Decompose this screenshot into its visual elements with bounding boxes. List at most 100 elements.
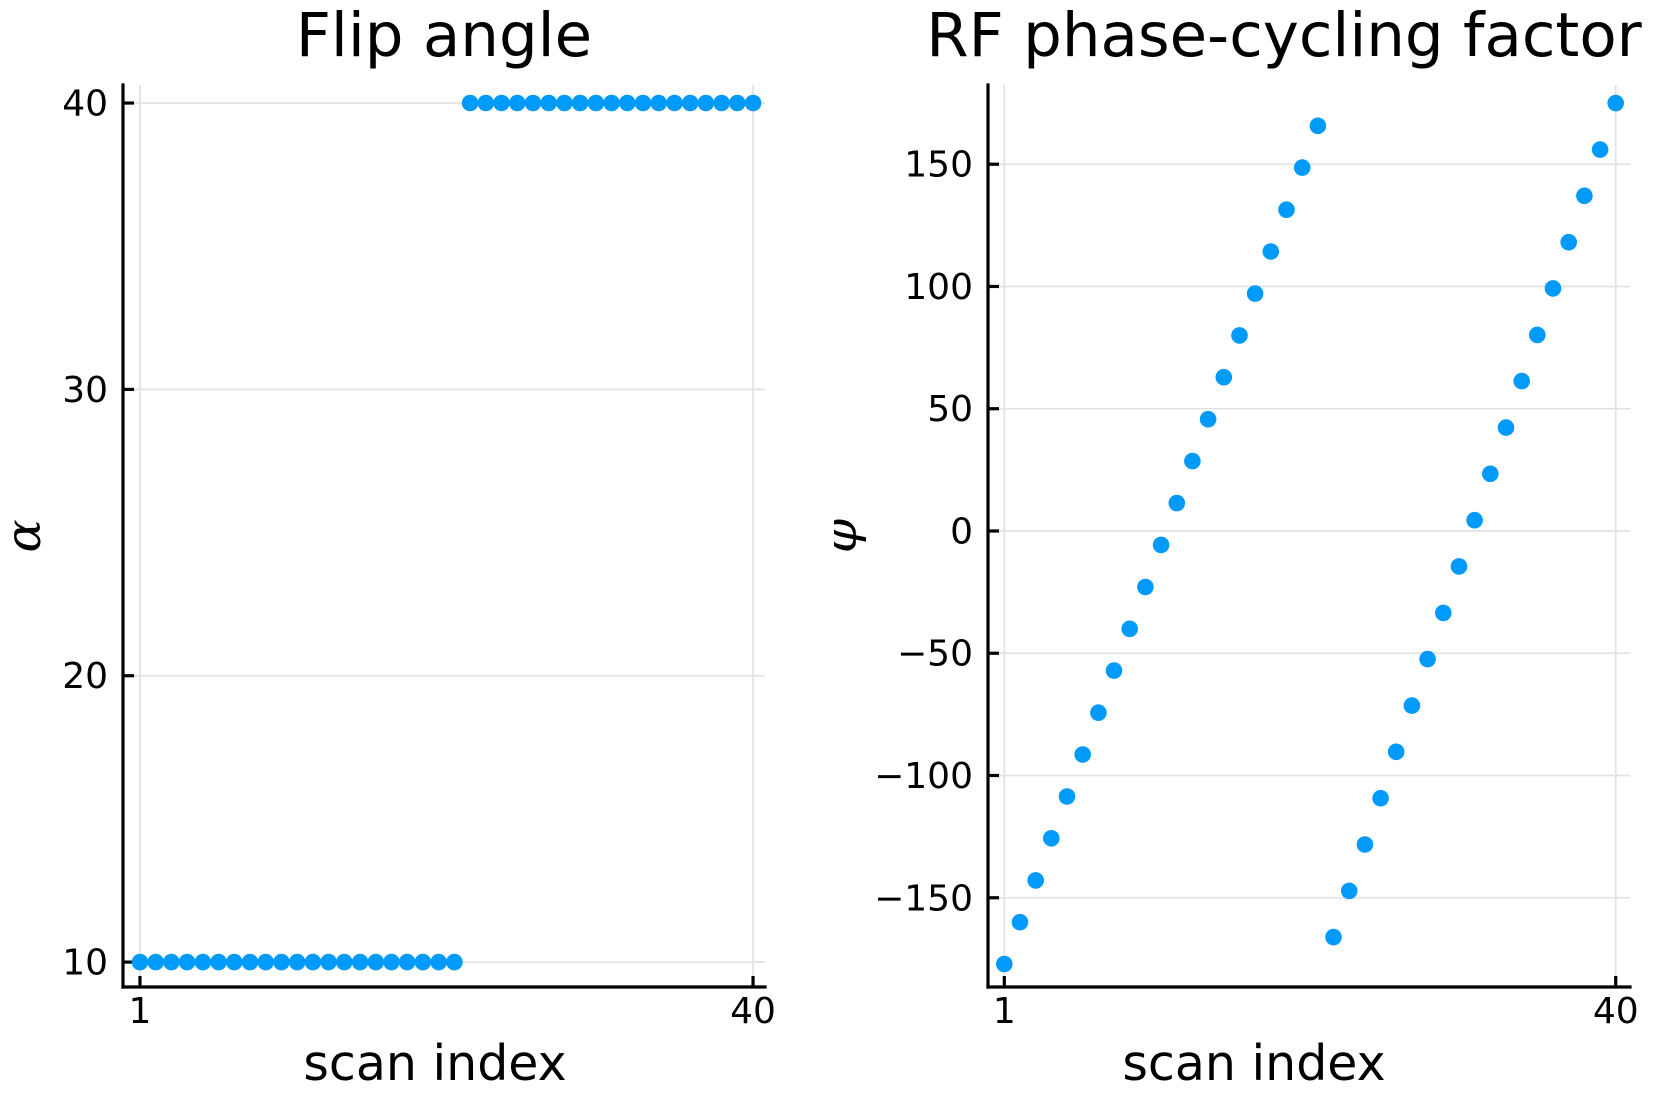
data-point <box>383 953 400 971</box>
data-point <box>666 94 683 112</box>
data-point <box>1278 201 1295 218</box>
chart-title: RF phase-cycling factor <box>926 0 1642 71</box>
data-point <box>1529 326 1546 344</box>
data-point <box>320 953 337 971</box>
data-point <box>634 94 652 112</box>
x-tick-label: 1 <box>129 991 152 1032</box>
data-point <box>1309 117 1327 135</box>
data-point <box>1387 743 1405 761</box>
axes <box>121 83 767 989</box>
data-point <box>619 94 636 112</box>
data-point <box>241 953 259 971</box>
data-point <box>524 94 542 112</box>
data-point <box>1184 452 1201 470</box>
data-point <box>1231 327 1248 344</box>
data-point <box>1450 558 1468 575</box>
data-point <box>1105 662 1123 679</box>
x-tick-label: 40 <box>730 991 776 1032</box>
y-tick-label: 30 <box>62 370 108 411</box>
x-axis-label: scan index <box>1122 1035 1385 1092</box>
data-point <box>131 953 149 971</box>
data-point <box>257 953 275 971</box>
data-point <box>1607 94 1624 112</box>
data-point <box>996 955 1013 973</box>
data-point <box>713 94 730 112</box>
data-point <box>1544 280 1562 297</box>
data-point <box>414 953 432 971</box>
data-point <box>556 94 573 112</box>
data-point <box>493 94 510 112</box>
data-point <box>367 953 385 971</box>
x-tick-label: 40 <box>1593 991 1639 1032</box>
data-point <box>351 953 369 971</box>
data-point <box>1043 830 1060 847</box>
data-point <box>587 94 605 112</box>
y-tick-label: 40 <box>62 84 108 125</box>
data-point <box>1403 697 1421 714</box>
data-points <box>996 94 1624 973</box>
data-point <box>461 94 479 112</box>
data-point <box>1325 928 1342 946</box>
gridlines <box>123 85 765 987</box>
x-axis-label: scan index <box>303 1035 566 1092</box>
data-point <box>1560 233 1577 251</box>
data-point <box>1340 882 1358 900</box>
data-point <box>1011 913 1029 931</box>
tick-labels: 1 40 −150 −100 −50 0 50 100 150 <box>874 145 1639 1032</box>
data-point <box>446 953 463 971</box>
data-point <box>1513 372 1530 390</box>
y-tick-label: 20 <box>62 656 108 697</box>
data-point <box>681 94 699 112</box>
y-tick-label: −100 <box>874 756 973 797</box>
data-point <box>178 953 196 971</box>
gridlines <box>988 85 1630 987</box>
data-point <box>147 953 164 971</box>
data-point <box>1168 494 1186 512</box>
x-tick-label: 1 <box>993 991 1016 1032</box>
data-point <box>1058 788 1076 805</box>
data-point <box>430 953 448 971</box>
data-point <box>1356 836 1374 853</box>
data-point <box>1466 511 1483 529</box>
data-point <box>194 953 212 971</box>
y-tick-label: 100 <box>904 267 973 308</box>
data-points <box>131 94 762 971</box>
data-point <box>273 953 290 971</box>
data-point <box>398 953 416 971</box>
data-point <box>697 94 715 112</box>
data-point <box>1199 410 1217 428</box>
y-tick-label: 150 <box>904 145 973 186</box>
data-point <box>226 953 243 971</box>
data-point <box>1591 141 1609 158</box>
data-point <box>1027 872 1044 889</box>
flip-angle-chart: 1 40 10 20 30 40 Flip angle scan index α <box>0 0 776 1092</box>
y-tick-label: 0 <box>950 511 973 552</box>
data-point <box>1152 536 1170 554</box>
data-point <box>540 94 557 112</box>
data-point <box>336 953 353 971</box>
data-point <box>509 94 526 112</box>
y-tick-label: −150 <box>874 878 973 919</box>
data-point <box>288 953 306 971</box>
data-point <box>1121 620 1138 638</box>
data-point <box>304 953 322 971</box>
data-point <box>1262 243 1280 260</box>
data-point <box>1497 419 1515 436</box>
data-point <box>163 953 180 971</box>
y-axis-label: φ <box>834 518 868 553</box>
data-point <box>1372 789 1389 807</box>
chart-title: Flip angle <box>296 0 592 71</box>
data-point <box>1215 368 1233 386</box>
data-point <box>1090 704 1107 721</box>
y-axis-label: α <box>0 519 52 552</box>
data-point <box>1576 187 1593 205</box>
data-point <box>1482 465 1499 483</box>
data-point <box>1419 650 1436 668</box>
data-point <box>477 94 495 112</box>
data-point <box>744 94 762 112</box>
y-tick-label: −50 <box>897 634 973 675</box>
tick-labels: 1 40 10 20 30 40 <box>62 84 776 1032</box>
axes <box>986 83 1632 989</box>
rf-phase-cycling-chart: 1 40 −150 −100 −50 0 50 100 150 RF phase-cycling… <box>834 0 1643 1092</box>
